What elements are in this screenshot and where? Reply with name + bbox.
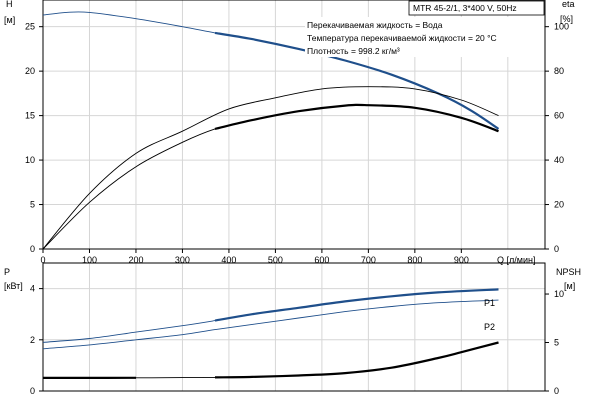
series-line-eta-lower-operating [215, 105, 499, 131]
top-right-tick-label: 40 [554, 155, 564, 165]
x-tick-label: 900 [454, 255, 469, 265]
series-line-p1 [43, 289, 499, 342]
top-right-tick-label: 80 [554, 66, 564, 76]
series-line-npsh-operating [215, 343, 499, 378]
x-tick-label: 0 [40, 255, 45, 265]
series-line-p1-operating [215, 289, 499, 320]
top-left-tick-label: 5 [30, 200, 35, 210]
top-left-tick-label: 20 [25, 66, 35, 76]
x-tick-label: 700 [361, 255, 376, 265]
bottom-left-tick-label: 0 [30, 386, 35, 396]
liquid-line: Перекачиваемая жидкость = Вода [307, 20, 443, 30]
top-right-axis-title: eta [562, 0, 575, 9]
top-left-tick-label: 0 [30, 244, 35, 254]
series-line-p2 [43, 300, 499, 349]
density-line: Плотность = 998.2 кг/м³ [307, 46, 400, 56]
bottom-right-axis-title: NPSH [556, 267, 581, 277]
bottom-left-tick-label: 4 [30, 284, 35, 294]
top-left-tick-label: 10 [25, 155, 35, 165]
top-left-axis-title: H [6, 0, 13, 9]
x-tick-label: 100 [82, 255, 97, 265]
top-left-tick-label: 25 [25, 22, 35, 32]
top-right-tick-label: 20 [554, 200, 564, 210]
series-label-p2: P2 [484, 322, 495, 332]
bottom-right-axis-unit: [м] [564, 281, 575, 291]
bottom-left-tick-label: 2 [30, 335, 35, 345]
bottom-grid [43, 263, 545, 391]
pump-label: MTR 45-2/1, 3*400 V, 50Hz [413, 3, 517, 13]
top-right-tick-label: 60 [554, 111, 564, 121]
x-tick-label: 300 [175, 255, 190, 265]
series-line-eta-lower [43, 105, 499, 249]
temperature-line: Температура перекачиваемой жидкости = 20… [307, 33, 497, 43]
series-label-p1: P1 [484, 298, 495, 308]
bottom-left-axis-unit: [кВт] [4, 281, 23, 291]
bottom-curves [43, 289, 499, 378]
x-tick-label: 500 [268, 255, 283, 265]
x-tick-label: 600 [314, 255, 329, 265]
x-tick-label: 200 [128, 255, 143, 265]
bottom-left-axis-title: P [4, 267, 10, 277]
bottom-right-tick-label: 10 [554, 289, 564, 299]
top-left-axis-unit: [м] [4, 15, 15, 25]
top-right-tick-label: 0 [554, 244, 559, 254]
bottom-right-tick-label: 5 [554, 338, 559, 348]
bottom-plot-frame [43, 263, 545, 391]
bottom-right-tick-label: 0 [554, 386, 559, 396]
top-left-tick-label: 15 [25, 111, 35, 121]
top-right-axis-unit: [%] [560, 14, 573, 24]
x-tick-label: 800 [407, 255, 422, 265]
x-tick-label: 400 [221, 255, 236, 265]
x-axis-label: Q [л/мин] [497, 255, 535, 265]
